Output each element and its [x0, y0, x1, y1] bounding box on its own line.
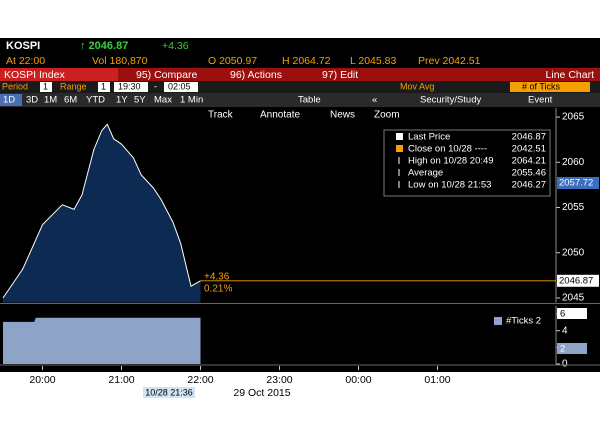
label: Period: [2, 81, 28, 91]
axis-box: [557, 308, 587, 319]
legend-value: 2046.27: [512, 180, 546, 191]
date-label: 29 Oct 2015: [233, 387, 290, 399]
high: H 2064.72: [282, 55, 331, 67]
cursor-box: [143, 387, 195, 398]
field[interactable]: [40, 82, 52, 92]
period-button[interactable]: Event: [528, 95, 553, 106]
y-tick-label: 2050: [562, 247, 585, 258]
period-button[interactable]: Table: [298, 95, 321, 106]
field-value[interactable]: 19:30: [118, 81, 141, 91]
view[interactable]: Line Chart: [546, 69, 595, 81]
ticker: KOSPI: [6, 40, 40, 52]
legend-label: Close on 10/28 ----: [408, 144, 487, 155]
tool-button[interactable]: Zoom: [374, 110, 400, 121]
y-tick-label: 0: [562, 359, 568, 370]
open: O 2050.97: [208, 55, 257, 67]
y-tick-label: 2055: [562, 202, 585, 213]
x-tick-label: 23:00: [266, 374, 292, 386]
legend: [383, 129, 551, 197]
period-button[interactable]: 5Y: [134, 95, 146, 106]
x-tick-label: 20:00: [29, 374, 55, 386]
legend-label: Average: [408, 168, 443, 179]
legend-value: 2064.21: [512, 156, 546, 167]
periods-bg: [0, 93, 600, 107]
field[interactable]: [164, 82, 198, 92]
area: [3, 318, 201, 364]
legend-swatch: [396, 145, 403, 152]
legend-value: 2046.87: [512, 132, 546, 143]
tool-button[interactable]: Annotate: [260, 110, 300, 121]
period-button[interactable]: 3D: [26, 95, 38, 106]
selected-period: [0, 94, 22, 106]
period-button[interactable]: YTD: [86, 95, 105, 106]
legend-value: 2055.46: [512, 168, 546, 179]
period-button[interactable]: 6M: [64, 95, 77, 106]
field-value[interactable]: # of Ticks: [522, 81, 561, 91]
change: +4.36: [162, 40, 189, 52]
axis-box-label: 2046.87: [559, 275, 593, 286]
menu-bg: [118, 68, 600, 81]
period-button[interactable]: 1M: [44, 95, 57, 106]
period-button[interactable]: 1 Min: [180, 95, 203, 106]
line: [2, 123, 201, 299]
line: [3, 317, 201, 323]
menu-item[interactable]: 95) Compare: [136, 69, 197, 81]
tool-button[interactable]: News: [330, 110, 355, 121]
y-tick-label: 4: [562, 325, 568, 336]
period-button[interactable]: 1D: [3, 95, 15, 106]
legend-label: High on 10/28 20:49: [408, 156, 494, 167]
label: Range: [60, 81, 87, 91]
y-tick-label: 2065: [562, 112, 585, 123]
volume: Vol 180,870: [92, 55, 148, 67]
menu-item[interactable]: 96) Actions: [230, 69, 282, 81]
cursor-label: 10/28 21:36: [145, 387, 193, 397]
dash: -: [154, 81, 157, 91]
legend-swatch: [396, 133, 403, 140]
field[interactable]: [98, 82, 110, 92]
prev: Prev 2042.51: [418, 55, 481, 67]
price: ↑ 2046.87: [80, 40, 128, 52]
x-tick-label: 00:00: [345, 374, 371, 386]
period-button[interactable]: Max: [154, 95, 172, 106]
field-value[interactable]: 1: [101, 81, 106, 91]
tool-button[interactable]: Track: [208, 110, 234, 121]
menu-security-bg: [0, 68, 118, 81]
legend-label: Low on 10/28 21:53: [408, 180, 491, 191]
legend-swatch: [494, 317, 502, 325]
area: [3, 124, 201, 303]
annotation: +4.36: [204, 271, 230, 282]
legend-label: #Ticks 2: [506, 316, 541, 327]
axis-box-label: 2: [560, 344, 565, 355]
security[interactable]: KOSPI Index: [4, 69, 65, 81]
axis-box-label: 6: [560, 309, 565, 320]
legend-label: Last Price: [408, 132, 450, 143]
axis-box: [557, 343, 587, 354]
field[interactable]: [114, 82, 148, 92]
low: L 2045.83: [350, 55, 396, 67]
y-tick-label: 2060: [562, 157, 585, 168]
time: At 22:00: [6, 55, 45, 67]
axis-box: [557, 177, 599, 189]
label[interactable]: Mov Avg: [400, 81, 434, 91]
axis-box-label: 2057.72: [559, 178, 593, 189]
settings-bg: [0, 81, 600, 93]
period-button[interactable]: Security/Study: [420, 95, 481, 106]
axis-box: [557, 274, 599, 287]
y-tick-label: 2045: [562, 293, 585, 304]
menu-item[interactable]: 97) Edit: [322, 69, 358, 81]
annotation: 0.21%: [204, 283, 232, 294]
legend-value: 2042.51: [512, 144, 546, 155]
x-tick-label: 22:00: [187, 374, 213, 386]
field[interactable]: [510, 82, 590, 92]
period-button[interactable]: «: [372, 95, 377, 106]
period-button[interactable]: 1Y: [116, 95, 128, 106]
field-value[interactable]: 1: [43, 81, 48, 91]
field-value[interactable]: 02:05: [168, 81, 191, 91]
x-tick-label: 21:00: [108, 374, 134, 386]
x-tick-label: 01:00: [424, 374, 450, 386]
